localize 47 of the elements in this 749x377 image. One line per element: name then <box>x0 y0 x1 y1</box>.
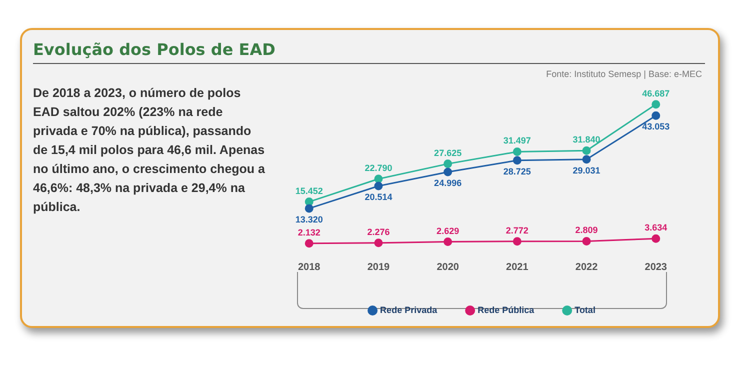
point <box>512 147 522 156</box>
point <box>582 236 591 246</box>
x-tick-label: 2019 <box>367 262 390 273</box>
point <box>304 204 314 213</box>
data-label: 46.687 <box>642 88 670 98</box>
x-tick-label: 2022 <box>575 262 598 273</box>
data-label: 29.031 <box>572 165 600 176</box>
point <box>374 238 383 248</box>
x-tick-label: 2018 <box>298 262 321 273</box>
data-label: 2.276 <box>367 226 390 237</box>
point <box>374 182 383 190</box>
legend-label: Rede Pública <box>478 304 536 315</box>
data-label: 13.320 <box>295 214 323 224</box>
data-label: 28.725 <box>503 166 531 176</box>
data-label: 27.625 <box>434 148 462 158</box>
data-label: 31.840 <box>572 134 600 145</box>
point <box>652 100 660 109</box>
point <box>444 160 452 168</box>
source-note: Fonte: Instituto Semesp | Base: e-MEC <box>546 69 702 79</box>
data-label: 3.634 <box>644 222 668 233</box>
point <box>512 237 522 246</box>
data-label: 20.514 <box>364 192 392 202</box>
x-tick-label: 2021 <box>506 262 529 273</box>
point <box>652 111 660 120</box>
point <box>304 239 314 248</box>
data-label: 2.132 <box>298 227 320 238</box>
text: De 2018 a 2023, o número de polos EAD saltou 202% (223% na rede privada e 70% na pública), passando de 15,4 mil polos para 46,6 mil. Apenas no último ano, o crescimento chegou a 46,6%: 48,3% na privada e 29,4% na pública. <box>33 85 266 216</box>
data-label: 2.772 <box>506 225 528 236</box>
point <box>374 174 383 184</box>
data-label: 22.790 <box>364 162 392 173</box>
data-label: 43.053 <box>642 122 670 132</box>
data-label: 2.809 <box>575 225 598 236</box>
point <box>582 146 591 155</box>
chart-title: Evolução dos Polos de EAD <box>33 40 276 59</box>
data-label: 2.629 <box>436 226 460 236</box>
x-tick-label: 2020 <box>436 262 460 273</box>
point <box>652 234 660 243</box>
point <box>512 156 522 165</box>
legend-label: Total <box>574 304 596 315</box>
data-label: 24.996 <box>434 178 462 188</box>
point <box>444 238 452 246</box>
legend-label: Rede Privada <box>380 304 438 315</box>
x-tick-label: 2023 <box>644 262 668 273</box>
point <box>582 155 591 164</box>
data-label: 15.452 <box>295 186 323 196</box>
point <box>444 168 452 176</box>
data-label: 31.497 <box>503 136 531 146</box>
